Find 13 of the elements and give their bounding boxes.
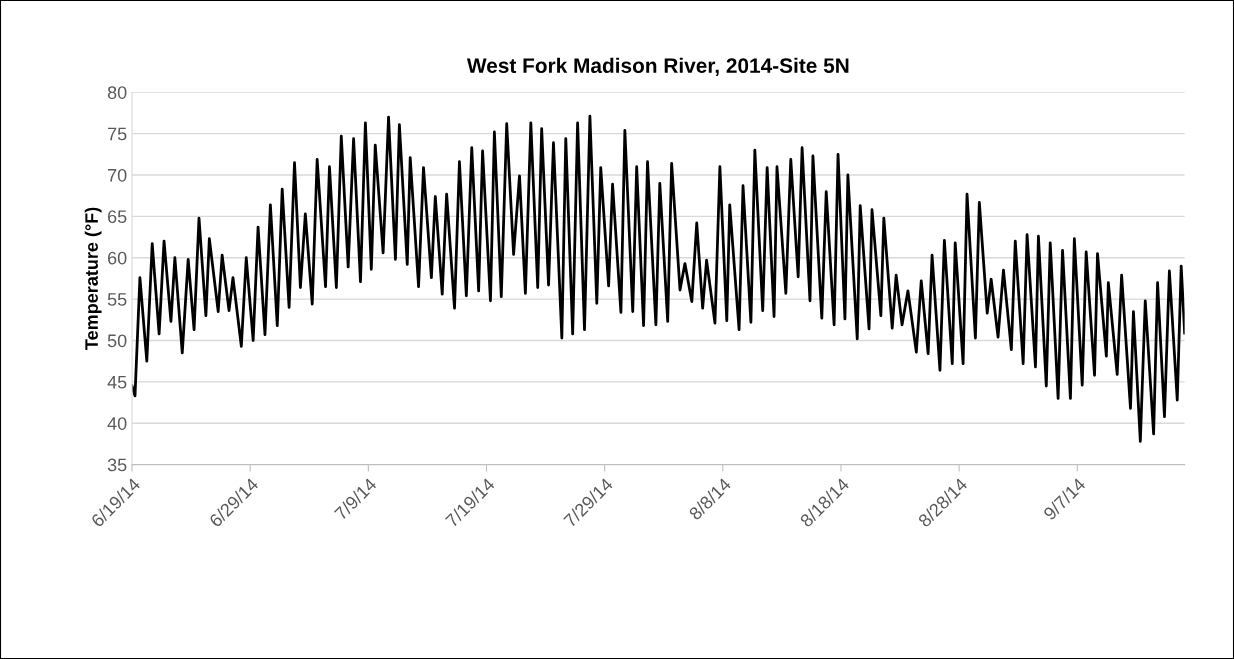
y-tick-label: 70 [108, 168, 127, 182]
chart-title: West Fork Madison River, 2014-Site 5N [466, 57, 849, 77]
y-tick-label: 80 [107, 86, 127, 99]
y-tick-label: 55 [107, 293, 127, 306]
y-tick-label: 60 [108, 251, 127, 265]
y-tick-label: 45 [107, 375, 127, 389]
y-tick-label: 50 [107, 334, 127, 348]
line-series [132, 114, 1185, 443]
y-tick-label: 65 [108, 210, 127, 224]
y-tick-label: 35 [107, 458, 127, 472]
y-tick-label: 75 [108, 127, 127, 141]
y-axis-title: Temperature (°F) [84, 207, 102, 350]
y-tick-label: 40 [107, 417, 127, 430]
